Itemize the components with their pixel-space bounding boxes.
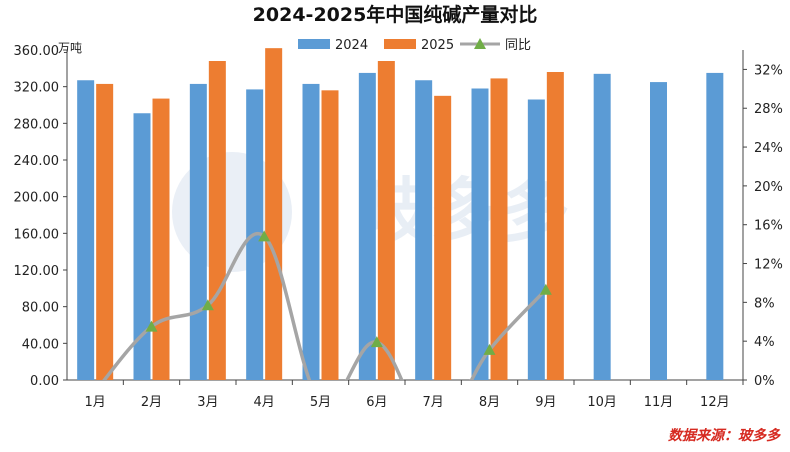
y-left-tick-label: 0.00 — [30, 374, 59, 389]
y-left-tick-label: 200.00 — [14, 191, 60, 206]
legend-label-2024: 2024 — [335, 38, 368, 53]
x-tick-label: 7月 — [423, 395, 444, 410]
bar-2024 — [471, 88, 489, 380]
y-left-tick-label: 40.00 — [22, 337, 59, 352]
bar-2025 — [377, 61, 395, 380]
bar-2025 — [546, 72, 564, 380]
x-tick-label: 3月 — [197, 395, 218, 410]
bar-2024 — [133, 113, 151, 380]
x-tick-label: 8月 — [479, 395, 500, 410]
x-tick-label: 4月 — [254, 395, 275, 410]
legend-swatch-2024 — [298, 39, 330, 49]
y-right-tick-label: 0% — [754, 374, 775, 389]
y-left-tick-label: 360.00 — [14, 44, 60, 59]
y-right-tick-label: 16% — [754, 219, 783, 234]
y-right-tick-label: 28% — [754, 102, 783, 117]
bar-2025 — [152, 98, 170, 380]
chart-title: 2024-2025年中国纯碱产量对比 — [253, 3, 538, 26]
y-left-tick-label: 240.00 — [14, 154, 60, 169]
bar-2025 — [490, 78, 508, 381]
source-note: 数据来源：玻多多 — [668, 427, 781, 444]
bar-2024 — [650, 82, 667, 380]
bar-2024 — [593, 73, 611, 380]
y-left-tick-label: 320.00 — [14, 81, 60, 96]
bar-2025 — [265, 48, 283, 381]
bar-2025 — [208, 61, 226, 380]
bar-2025 — [321, 90, 339, 380]
y-left-tick-label: 280.00 — [14, 117, 60, 132]
y-right-tick-label: 12% — [754, 258, 783, 273]
y-right-tick-label: 24% — [754, 141, 783, 156]
yoy-marker — [483, 343, 496, 355]
x-tick-label: 5月 — [310, 395, 331, 410]
y-right-tick-label: 32% — [754, 63, 783, 78]
x-tick-label: 11月 — [644, 395, 674, 410]
bar-2024 — [527, 99, 545, 380]
bar-2024 — [358, 72, 376, 381]
y-left-tick-label: 120.00 — [14, 264, 60, 279]
x-tick-label: 1月 — [85, 395, 106, 410]
bar-2025 — [434, 95, 452, 380]
legend-swatch-yoy-marker — [474, 38, 486, 49]
y-left-tick-label: 80.00 — [22, 301, 59, 316]
x-tick-label: 2月 — [141, 395, 162, 410]
yoy-marker — [258, 230, 271, 242]
bar-2024 — [189, 83, 207, 381]
y-right-tick-label: 20% — [754, 180, 783, 195]
bar-2024 — [77, 80, 95, 380]
yoy-marker — [370, 336, 383, 348]
bar-2024 — [415, 80, 433, 380]
yoy-marker — [201, 299, 214, 311]
bar-2024 — [706, 72, 724, 381]
bar-2024 — [302, 83, 320, 381]
y-right-tick-label: 8% — [754, 296, 775, 311]
y-right-tick-label: 4% — [754, 335, 775, 350]
x-tick-label: 10月 — [587, 395, 617, 410]
x-tick-label: 9月 — [535, 395, 556, 410]
yoy-marker — [145, 320, 158, 332]
y-axis-unit: 万吨 — [58, 41, 82, 55]
bar-2025 — [96, 83, 114, 381]
legend-swatch-2025 — [384, 39, 416, 49]
x-tick-label: 12月 — [700, 395, 730, 410]
legend: 2024 2025 同比 — [298, 38, 531, 53]
y-left-tick-label: 160.00 — [14, 227, 60, 242]
legend-label-yoy: 同比 — [505, 38, 531, 53]
x-tick-label: 6月 — [366, 395, 387, 410]
yoy-marker — [539, 283, 552, 295]
legend-label-2025: 2025 — [421, 38, 454, 53]
yoy-line — [102, 232, 548, 380]
